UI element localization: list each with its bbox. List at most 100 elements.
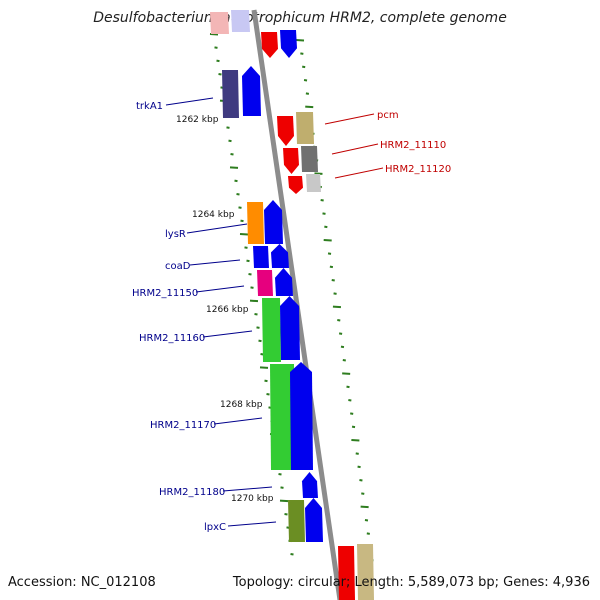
- scale-tick-outer: [327, 252, 332, 255]
- gene-label-leader: [195, 285, 245, 293]
- gene-label-leader: [202, 330, 253, 338]
- scale-tick-outer: [300, 52, 304, 55]
- gene-feature-bottom: [338, 546, 355, 600]
- scale-tick-inner: [266, 393, 270, 396]
- genome-summary-text: Topology: circular; Length: 5,589,073 bp…: [232, 575, 590, 590]
- gene-label-HRM2_11150: HRM2_11150: [132, 288, 198, 299]
- scale-tick-outer: [329, 265, 334, 269]
- scale-tick-inner: [250, 286, 254, 289]
- scale-tick-outer: [331, 279, 335, 282]
- gene-label-leader: [222, 486, 273, 492]
- gene-label-leader: [227, 521, 277, 527]
- gene-label-HRM2_11160: HRM2_11160: [139, 333, 205, 344]
- scale-tick-inner: [226, 126, 230, 129]
- gene-feature-pcm: [277, 116, 294, 146]
- scale-tick-inner: [214, 46, 218, 49]
- gene-feature-coaD-cog: [253, 246, 269, 268]
- scale-tick-inner: [258, 339, 262, 343]
- gene-feature-right-strand: [261, 32, 278, 58]
- gene-label-leader: [165, 97, 214, 106]
- scale-tick-outer: [324, 225, 328, 229]
- scale-tick-outer: [342, 359, 346, 362]
- scale-tick-outer: [360, 505, 369, 509]
- scale-tick-inner: [278, 473, 282, 476]
- scale-tick-outer: [314, 172, 323, 175]
- scale-tick-inner: [238, 206, 242, 209]
- gene-feature-HRM2_11160: [280, 296, 300, 360]
- scale-tick-outer: [350, 412, 354, 415]
- scale-tick-outer: [295, 39, 305, 42]
- scale-tick-inner: [216, 59, 220, 63]
- scale-tick-outer: [338, 332, 343, 335]
- gene-label-lysR: lysR: [165, 229, 186, 240]
- scale-tick-inner: [244, 246, 248, 249]
- gene-feature-pcm-cog: [296, 112, 314, 144]
- gene-feature-HRM2_11150: [275, 268, 293, 296]
- scale-tick-inner: [239, 233, 249, 236]
- kbp-label: 1270 kbp: [231, 494, 274, 504]
- gene-label-leader: [189, 259, 241, 266]
- scale-tick-inner: [256, 326, 260, 329]
- gene-feature-trkA1: [242, 66, 261, 116]
- gene-feature-bottom-cog: [357, 544, 374, 600]
- kbp-label: 1262 kbp: [176, 115, 219, 125]
- gene-feature-HRM2_11110-cog: [301, 146, 318, 172]
- scale-tick-outer: [303, 79, 308, 82]
- gene-label-trkA1: trkA1: [136, 101, 163, 112]
- gene-feature-lysR-cog: [247, 202, 264, 244]
- kbp-label: 1268 kbp: [220, 400, 263, 410]
- scale-tick-outer: [351, 439, 360, 442]
- scale-tick-inner: [254, 313, 258, 316]
- gene-feature-HRM2_11120: [288, 176, 303, 194]
- scale-tick-outer: [305, 92, 310, 95]
- scale-tick-inner: [290, 553, 294, 556]
- gene-feature-HRM2_11110: [283, 148, 299, 174]
- gene-feature-lpxC: [305, 498, 323, 542]
- gene-feature-trkA1-cog: [222, 70, 239, 118]
- scale-tick-outer: [364, 519, 369, 522]
- gene-feature-HRM2_11120-cog: [306, 174, 321, 192]
- kbp-label: 1266 kbp: [206, 305, 249, 315]
- gene-label-leader: [324, 113, 375, 125]
- gene-feature-faded: [210, 12, 229, 34]
- scale-tick-outer: [357, 465, 361, 469]
- scale-tick-inner: [249, 299, 259, 303]
- gene-feature-HRM2_11150-cog: [257, 270, 273, 296]
- gene-feature-HRM2_11170-cog: [270, 364, 295, 470]
- scale-tick-inner: [240, 219, 244, 223]
- kbp-label: 1264 kbp: [192, 210, 235, 220]
- gene-label-pcm: pcm: [377, 110, 399, 121]
- gene-label-coaD: coaD: [165, 261, 191, 272]
- scale-tick-outer: [320, 199, 324, 202]
- scale-tick-inner: [279, 499, 289, 503]
- scale-tick-inner: [284, 513, 288, 516]
- scale-tick-outer: [351, 425, 356, 429]
- scale-tick-outer: [361, 492, 365, 495]
- gene-label-HRM2_11170: HRM2_11170: [150, 420, 216, 431]
- gene-feature-HRM2_11170: [290, 362, 313, 470]
- gene-feature-faded: [231, 10, 250, 32]
- scale-tick-outer: [337, 319, 341, 322]
- scale-tick-inner: [234, 179, 238, 183]
- scale-tick-outer: [322, 212, 326, 215]
- scale-tick-outer: [332, 305, 341, 309]
- scale-tick-outer: [340, 345, 345, 349]
- scale-tick-inner: [228, 139, 232, 143]
- scale-tick-inner: [264, 379, 268, 383]
- accession-text: Accession: NC_012108: [8, 575, 156, 590]
- scale-tick-outer: [348, 399, 352, 402]
- gene-label-HRM2_11120: HRM2_11120: [385, 164, 451, 175]
- scale-tick-outer: [323, 239, 332, 242]
- scale-tick-inner: [209, 33, 219, 36]
- gene-label-HRM2_11180: HRM2_11180: [159, 487, 225, 498]
- gene-feature-HRM2_11180: [302, 472, 318, 498]
- scale-tick-outer: [305, 105, 314, 109]
- scale-tick-outer: [366, 532, 370, 535]
- gene-feature-coaD: [271, 244, 289, 268]
- gene-label-leader: [334, 167, 384, 179]
- gene-feature-HRM2_11160-cog: [262, 298, 281, 362]
- gene-feature-lysR: [264, 200, 283, 244]
- gene-label-leader: [186, 223, 248, 234]
